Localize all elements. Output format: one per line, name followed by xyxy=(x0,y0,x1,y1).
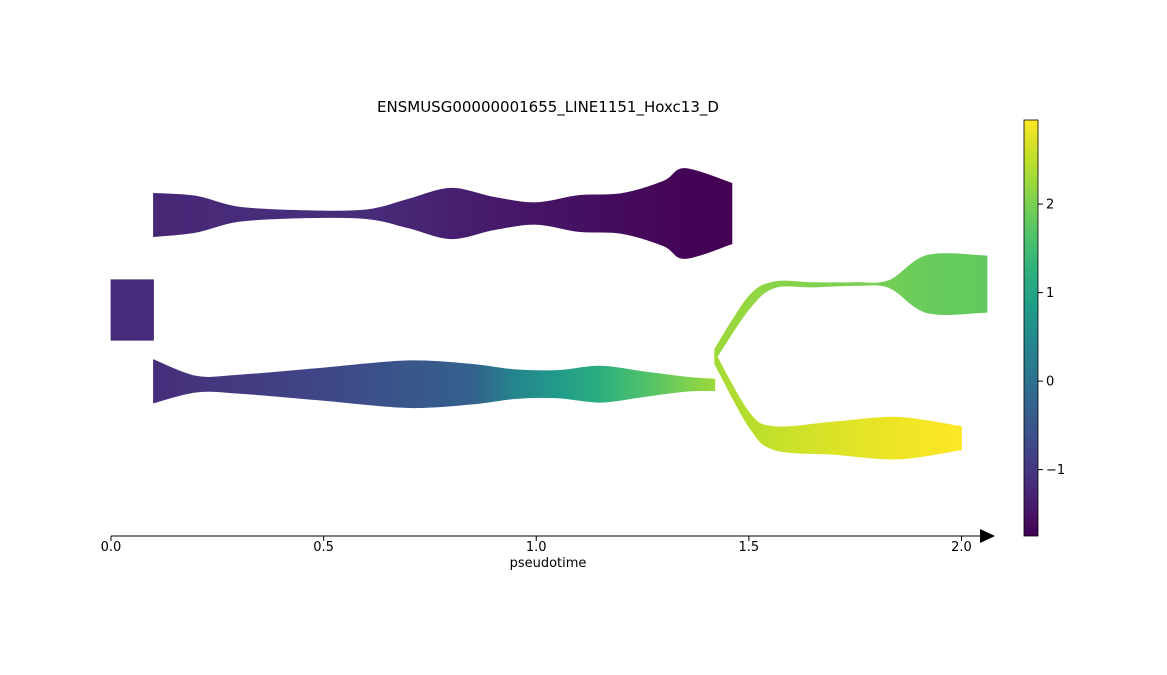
colorbar: −1 0 1 2 xyxy=(1023,119,1065,537)
stream-branch-lower xyxy=(153,359,716,409)
colorbar-tick-label: 2 xyxy=(1046,198,1054,213)
stream-branch-upper xyxy=(153,168,733,259)
colorbar-ticks: −1 0 1 2 xyxy=(1038,198,1065,478)
stream-branch-root xyxy=(110,279,154,341)
stream-branch-lower_down xyxy=(714,351,962,460)
stream-branch-lower_up xyxy=(714,253,988,362)
chart-title: ENSMUSG00000001655_LINE1151_Hoxc13_D xyxy=(377,98,719,117)
x-tick-label: 2.0 xyxy=(951,540,972,555)
colorbar-tick-label: −1 xyxy=(1046,463,1065,478)
x-tick-label: 1.0 xyxy=(526,540,547,555)
x-ticks: 0.0 0.5 1.0 1.5 2.0 xyxy=(101,536,972,555)
colorbar-tick-label: 0 xyxy=(1046,375,1054,390)
colorbar-tick-label: 1 xyxy=(1046,286,1054,301)
x-axis-label: pseudotime xyxy=(510,556,587,571)
x-axis-arrow xyxy=(980,529,995,543)
x-axis: 0.0 0.5 1.0 1.5 2.0 pseudotime xyxy=(101,529,995,571)
streams-layer xyxy=(110,168,988,460)
x-tick-label: 0.5 xyxy=(313,540,334,555)
x-tick-label: 0.0 xyxy=(101,540,122,555)
colorbar-gradient xyxy=(1023,119,1039,537)
x-tick-label: 1.5 xyxy=(739,540,760,555)
